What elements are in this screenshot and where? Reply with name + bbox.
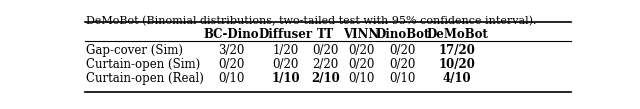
Text: DeMoBot: DeMoBot: [426, 28, 488, 41]
Text: DeMoBot (Binomial distributions, two-tailed test with 95% confidence interval).: DeMoBot (Binomial distributions, two-tai…: [86, 16, 536, 26]
Text: 0/20: 0/20: [389, 44, 415, 57]
Text: 0/20: 0/20: [218, 58, 244, 71]
Text: 10/20: 10/20: [438, 58, 476, 71]
Text: Curtain-open (Real): Curtain-open (Real): [86, 72, 204, 85]
Text: 2/10: 2/10: [311, 72, 340, 85]
Text: Gap-cover (Sim): Gap-cover (Sim): [86, 44, 183, 57]
Text: 0/10: 0/10: [348, 72, 374, 85]
Text: DinoBot: DinoBot: [375, 28, 429, 41]
Text: 4/10: 4/10: [443, 72, 471, 85]
Text: BC-Dino: BC-Dino: [204, 28, 259, 41]
Text: TT: TT: [317, 28, 334, 41]
Text: VINN: VINN: [343, 28, 380, 41]
Text: 0/20: 0/20: [273, 58, 299, 71]
Text: 1/20: 1/20: [273, 44, 299, 57]
Text: 2/20: 2/20: [312, 58, 339, 71]
Text: 3/20: 3/20: [218, 44, 244, 57]
Text: 0/20: 0/20: [389, 58, 415, 71]
Text: 0/10: 0/10: [389, 72, 415, 85]
Text: 0/10: 0/10: [218, 72, 244, 85]
Text: 17/20: 17/20: [438, 44, 476, 57]
Text: Curtain-open (Sim): Curtain-open (Sim): [86, 58, 200, 71]
Text: 0/20: 0/20: [348, 58, 374, 71]
Text: Diffuser: Diffuser: [259, 28, 313, 41]
Text: 1/10: 1/10: [271, 72, 300, 85]
Text: 0/20: 0/20: [312, 44, 339, 57]
Text: 0/20: 0/20: [348, 44, 374, 57]
